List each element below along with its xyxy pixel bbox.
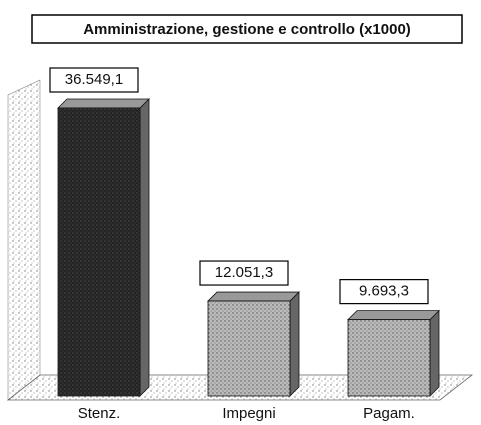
bar-top bbox=[207, 291, 300, 302]
bar-texture bbox=[58, 108, 140, 396]
value-label-box bbox=[199, 260, 289, 286]
bar-side bbox=[139, 98, 150, 397]
bar-side bbox=[429, 309, 440, 397]
title-box bbox=[31, 14, 463, 44]
x-tick-label: Pagam. bbox=[363, 405, 415, 422]
value-label: 9.693,3 bbox=[359, 283, 409, 300]
back-wall bbox=[7, 79, 41, 401]
bar bbox=[207, 300, 291, 397]
bar-top bbox=[347, 310, 440, 321]
value-label-box bbox=[339, 279, 429, 305]
value-label-box bbox=[49, 67, 139, 93]
value-label: 36.549,1 bbox=[65, 71, 123, 88]
bar bbox=[347, 319, 431, 397]
bar-top bbox=[57, 98, 150, 109]
x-tick-label: Stenz. bbox=[78, 405, 121, 422]
bar-side bbox=[289, 291, 300, 397]
value-label: 12.051,3 bbox=[215, 264, 273, 281]
x-tick-label: Impegni bbox=[222, 405, 275, 422]
chart-title: Amministrazione, gestione e controllo (x… bbox=[83, 21, 411, 38]
